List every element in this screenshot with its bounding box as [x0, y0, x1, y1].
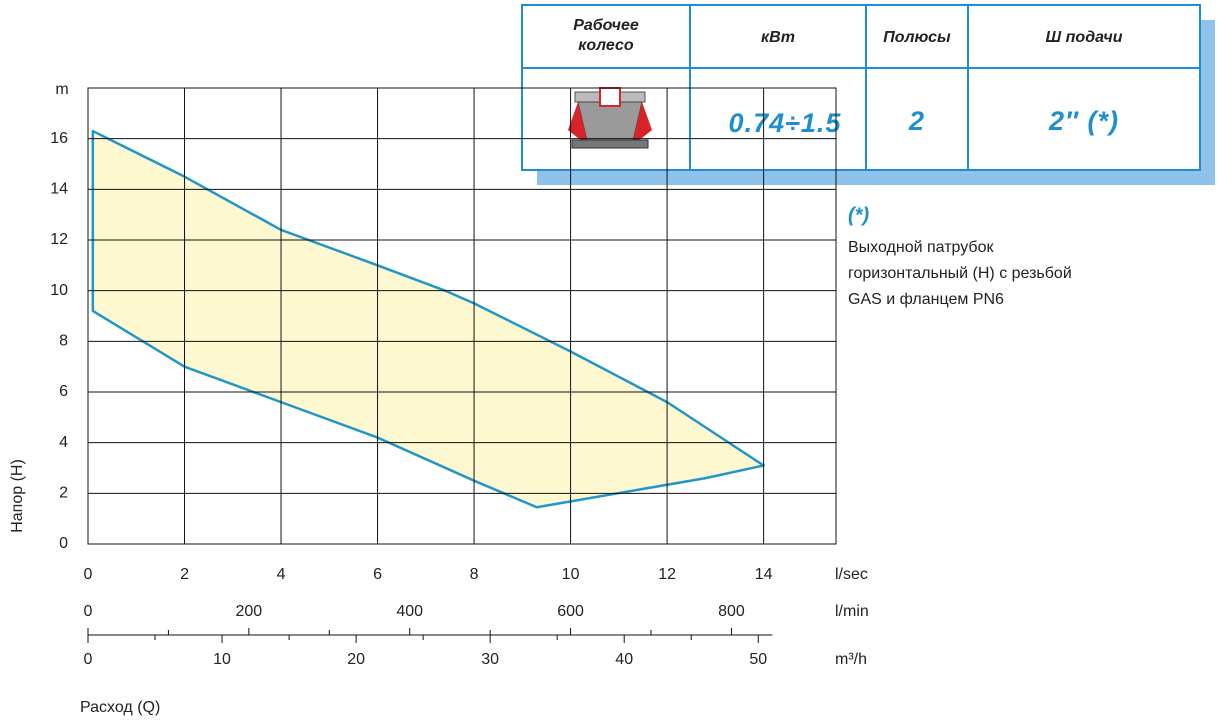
y-tick-label: 2	[59, 485, 68, 502]
y-tick-label: 14	[50, 181, 68, 198]
table-cell: 2″ (*)	[1048, 106, 1119, 136]
table-header: Ш подачи	[1046, 29, 1123, 46]
x3-unit: m³/h	[835, 651, 867, 668]
x3-tick-label: 40	[615, 651, 633, 668]
x-tick-label: 6	[373, 566, 382, 583]
x3-tick-label: 0	[84, 651, 93, 668]
x-tick-label: 14	[755, 566, 773, 583]
note-line: горизонтальный (H) с резьбой	[848, 265, 1072, 282]
y-tick-label: 10	[50, 282, 68, 299]
x2-tick-label: 0	[84, 603, 93, 620]
y-tick-label: 4	[59, 434, 68, 451]
table-header: Рабочее колесо	[573, 17, 639, 54]
x3-tick-label: 20	[347, 651, 365, 668]
y-tick-label: 16	[50, 130, 68, 147]
x2-tick-label: 400	[396, 603, 423, 620]
x-tick-label: 10	[562, 566, 580, 583]
y-tick-label: 0	[59, 535, 68, 552]
x2-unit: l/min	[835, 603, 869, 620]
x3-tick-label: 30	[481, 651, 499, 668]
table-cell: 0.74÷1.5	[729, 108, 842, 138]
x-tick-label: 2	[180, 566, 189, 583]
note-line: Выходной патрубок	[848, 239, 994, 256]
x-tick-label: 8	[470, 566, 479, 583]
y-axis-title: Напор (H)	[9, 459, 26, 533]
y-tick-label: 12	[50, 231, 68, 248]
x2-tick-label: 200	[236, 603, 263, 620]
x-tick-label: 4	[277, 566, 286, 583]
x3-tick-label: 10	[213, 651, 231, 668]
y-tick-label: 8	[59, 333, 68, 350]
x-unit: l/sec	[835, 566, 868, 583]
x-tick-label: 12	[658, 566, 676, 583]
y-tick-label: 6	[59, 383, 68, 400]
table-cell: 2	[908, 106, 925, 136]
x2-tick-label: 600	[557, 603, 584, 620]
note-line: GAS и фланцем PN6	[848, 291, 1004, 308]
y-unit: m	[55, 81, 68, 98]
area	[91, 129, 765, 509]
table-header: Полюсы	[883, 29, 951, 46]
x2-tick-label: 800	[718, 603, 745, 620]
x3-tick-label: 50	[749, 651, 767, 668]
note-marker: (*)	[848, 204, 869, 226]
table-header: кВт	[761, 29, 795, 46]
x-tick-label: 0	[84, 566, 93, 583]
x-axis-title: Расход (Q)	[80, 699, 160, 716]
